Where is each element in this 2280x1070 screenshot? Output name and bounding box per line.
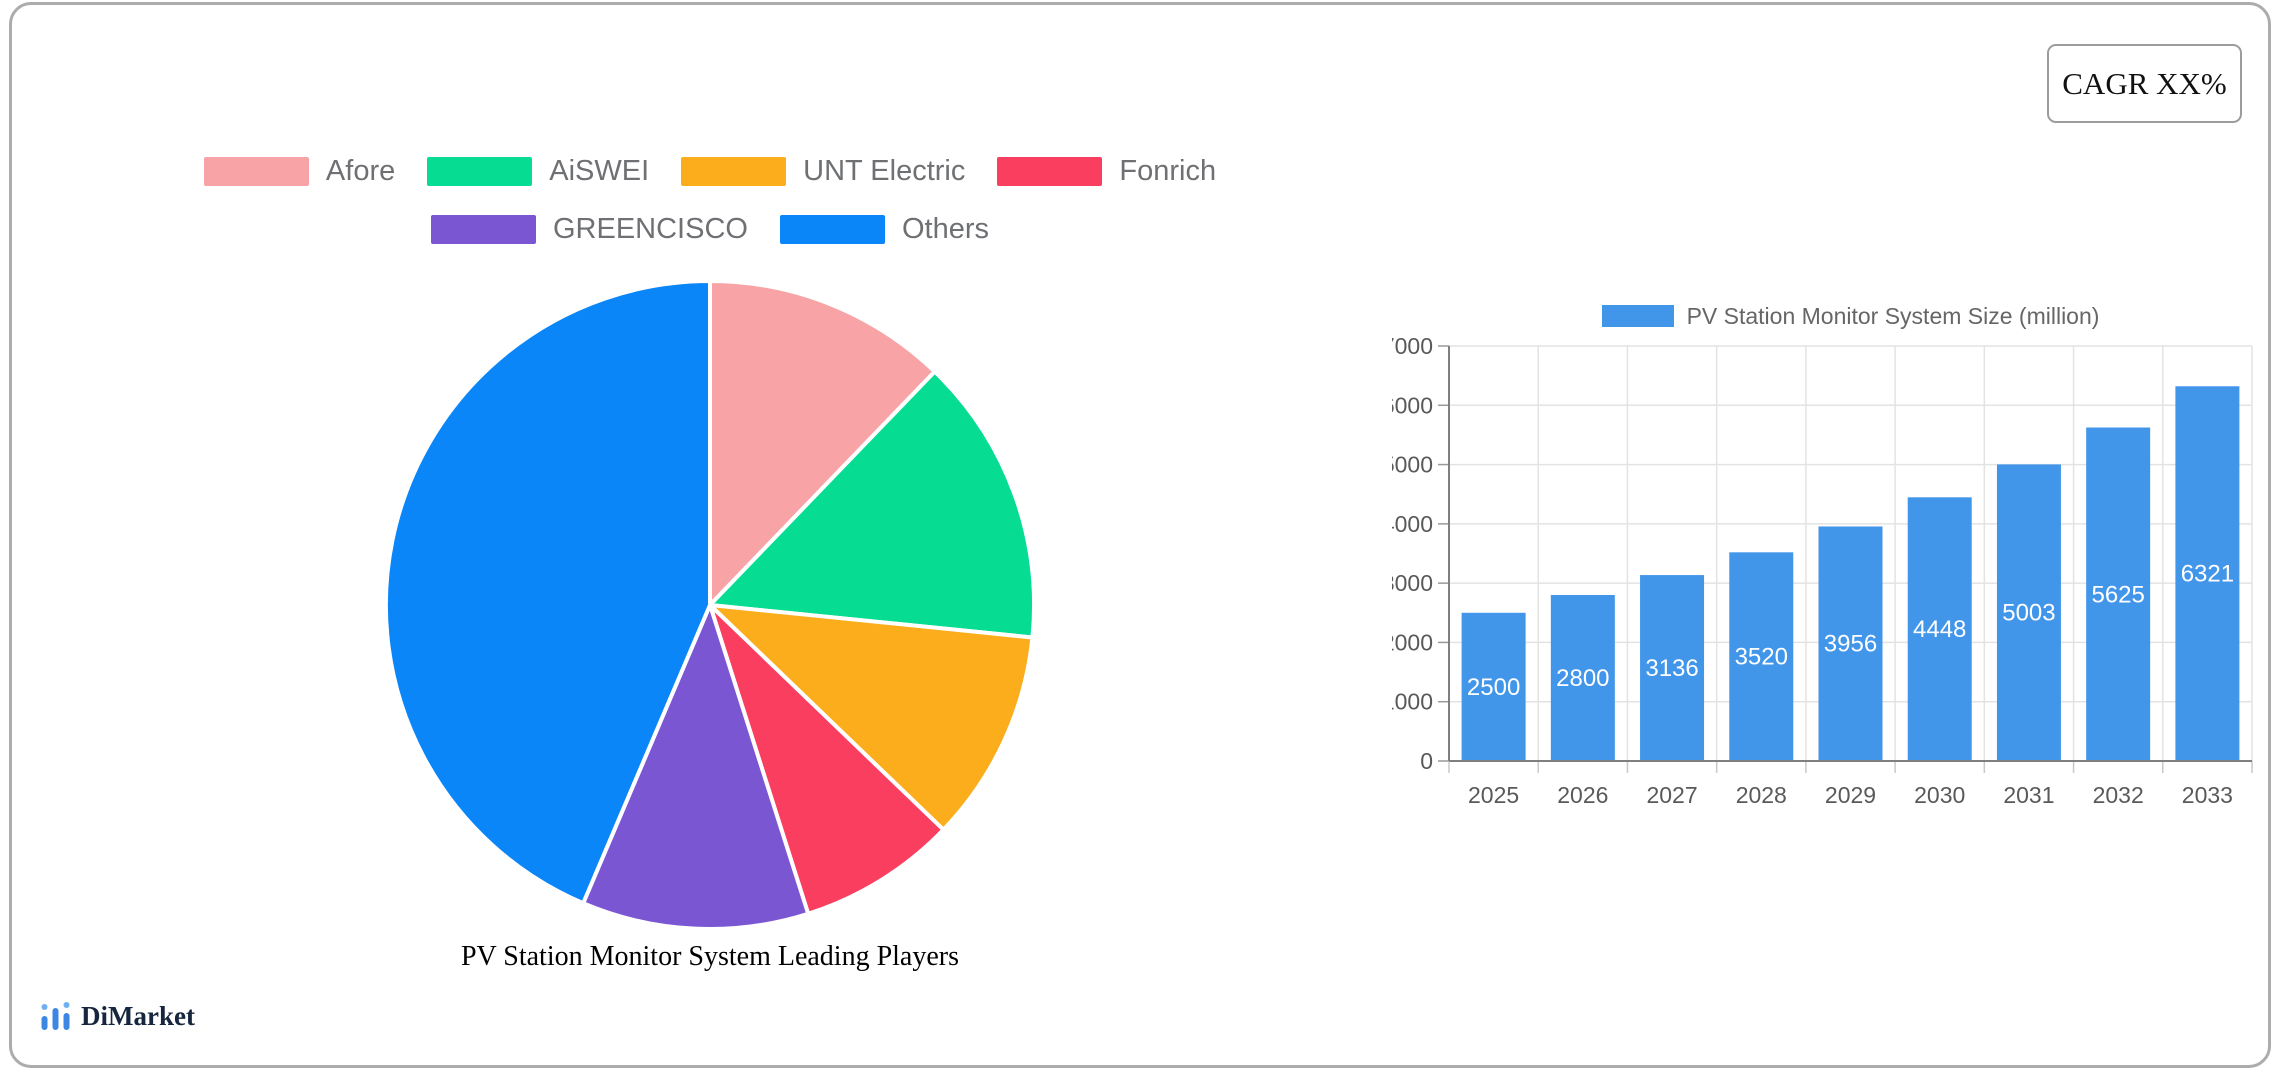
pie-legend-item-unt-electric: UNT Electric: [681, 157, 965, 186]
bar-legend-label: PV Station Monitor System Size (million): [1686, 302, 2100, 329]
legend-swatch-afore: [203, 157, 309, 186]
y-tick-label: 1000: [1392, 689, 1433, 715]
cagr-label: CAGR XX%: [2062, 65, 2227, 101]
bar-2027: [1640, 575, 1705, 761]
bar-chart-container: PV Station Monitor System Size (million)…: [1392, 293, 2272, 813]
bar-value-label: 5003: [2002, 600, 2055, 627]
bar-2032: [2086, 427, 2151, 761]
brand-logo: DiMarket: [40, 999, 195, 1033]
pie-legend-item-others: Others: [779, 213, 989, 245]
x-category-label: 2032: [2093, 782, 2144, 808]
x-category-label: 2028: [1736, 782, 1787, 808]
pie-legend-row: Afore AiSWEI UNT Electric Fonrich: [203, 155, 1216, 187]
bar-value-label: 6321: [2181, 561, 2234, 588]
bar-2031: [1996, 464, 2061, 761]
x-category-label: 2033: [2182, 782, 2233, 808]
pie-slice-fonrich: [708, 603, 946, 916]
y-tick-label: 0: [1420, 748, 1433, 774]
bar-2030: [1907, 497, 1972, 761]
brand-name: DiMarket: [81, 1000, 195, 1031]
y-tick-label: 2000: [1392, 629, 1433, 655]
pie-slice-afore: [708, 279, 937, 607]
pie-legend-item-greencisco: GREENCISCO: [430, 213, 748, 245]
pie-legend-row: GREENCISCO Others: [430, 213, 989, 245]
pie-legend-item-afore: Afore: [203, 155, 396, 187]
logo-dot: [63, 1002, 70, 1008]
bar-value-label: 4448: [1913, 616, 1966, 643]
legend-label: Others: [901, 213, 989, 245]
bar-2029: [1818, 526, 1883, 761]
bar-value-label: 3956: [1824, 631, 1877, 658]
pie-legend-item-aiswei: AiSWEI: [427, 157, 649, 186]
pie-legend: Afore AiSWEI UNT Electric Fonrich GREENCISCO…: [12, 157, 1408, 244]
bar-legend-swatch: [1601, 305, 1674, 327]
x-category-label: 2031: [2003, 782, 2054, 808]
x-category-label: 2029: [1825, 782, 1876, 808]
bar-value-label: 3136: [1645, 655, 1698, 682]
logo-bar: [52, 1008, 59, 1030]
x-category-label: 2030: [1914, 782, 1965, 808]
legend-label: Fonrich: [1119, 155, 1217, 187]
cagr-badge: CAGR XX%: [2047, 44, 2242, 123]
y-tick-label: 5000: [1392, 452, 1433, 478]
legend-label: AiSWEI: [549, 155, 650, 187]
x-category-label: 2027: [1646, 782, 1697, 808]
logo-bar: [63, 1013, 70, 1030]
y-tick-label: 7000: [1392, 333, 1433, 359]
bar-legend: PV Station Monitor System Size (million): [1449, 303, 2252, 329]
pie-slice-others: [383, 279, 712, 906]
legend-swatch-greencisco: [430, 215, 536, 244]
bar-2033: [2175, 386, 2240, 761]
legend-label: UNT Electric: [803, 155, 966, 187]
x-category-label: 2026: [1557, 782, 1608, 808]
bar-2028: [1729, 552, 1794, 761]
legend-swatch-aiswei: [427, 157, 533, 186]
y-tick-label: 3000: [1392, 570, 1433, 596]
legend-swatch-fonrich: [997, 157, 1103, 186]
legend-swatch-others: [779, 215, 885, 244]
legend-swatch-unt-electric: [681, 157, 787, 186]
bar-value-label: 5625: [2091, 581, 2144, 608]
pie-legend-item-fonrich: Fonrich: [997, 157, 1216, 186]
pie-chart-svg: [383, 279, 1037, 932]
pie-slice-greencisco: [581, 603, 811, 932]
logo-dot: [41, 1004, 48, 1010]
legend-label: GREENCISCO: [552, 213, 748, 245]
report-card: CAGR XX% Afore AiSWEI UNT Electric Fonrich G…: [9, 2, 2271, 1068]
x-category-label: 2025: [1468, 782, 1519, 808]
bar-value-label: 2500: [1467, 674, 1520, 701]
legend-label: Afore: [325, 155, 396, 187]
logo-bar: [41, 1016, 48, 1030]
bar-value-label: 2800: [1556, 665, 1609, 692]
pie-chart-title: PV Station Monitor System Leading Player…: [460, 941, 960, 972]
y-tick-label: 4000: [1392, 511, 1433, 537]
bar-2026: [1550, 595, 1615, 761]
bar-value-label: 3520: [1735, 644, 1788, 671]
bar-chart-icon: [41, 1002, 70, 1030]
pie-slice-aiswei: [708, 369, 1037, 640]
bar-2025: [1461, 612, 1526, 761]
pie-slice-unt-electric: [708, 603, 1035, 832]
y-tick-label: 6000: [1392, 392, 1433, 418]
bar-chart-svg: 0 1000 2000 3000 4000 5000 6000 7000 2500 2025 280…: [1392, 333, 2253, 808]
